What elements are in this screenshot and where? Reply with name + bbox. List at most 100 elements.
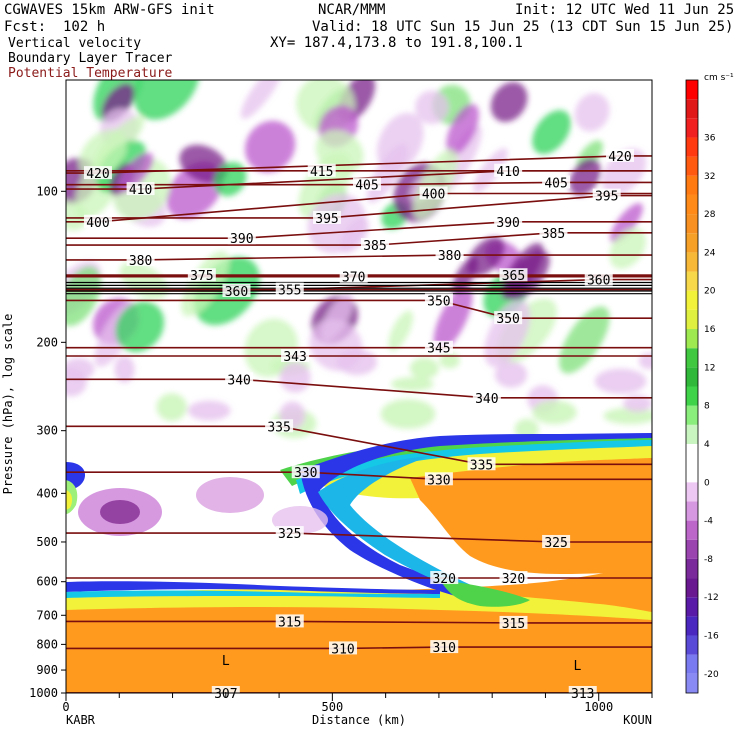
colorbar-label: 12 xyxy=(704,363,715,373)
theta-label: 343 xyxy=(283,350,306,365)
wave-cell xyxy=(532,110,571,155)
colorbar-swatch xyxy=(686,405,698,425)
colorbar-swatch xyxy=(686,118,698,138)
theta-label: 330 xyxy=(294,466,317,481)
theta-label-bg xyxy=(499,571,528,585)
wave-cell xyxy=(623,395,652,412)
theta-label: 335 xyxy=(267,420,290,435)
theta-label: 375 xyxy=(190,269,213,284)
model-title: CGWAVES 15km ARW-GFS init xyxy=(4,2,215,18)
theta-label: 410 xyxy=(496,165,519,180)
wave-cell xyxy=(380,399,436,429)
theta-contour-380 xyxy=(66,254,652,261)
tracer-inversion-cyan xyxy=(66,590,440,598)
wave-cell xyxy=(574,93,610,132)
theta-label-bg xyxy=(265,419,294,433)
theta-label-bg xyxy=(494,214,523,228)
y-tick-label: 1000 xyxy=(29,686,58,700)
theta-label: 400 xyxy=(422,187,445,202)
tracer-green-low xyxy=(440,580,530,607)
wave-cell xyxy=(114,355,135,383)
wave-cell xyxy=(376,112,424,172)
theta-label-bg xyxy=(472,390,501,404)
theta-label-bg xyxy=(339,269,368,283)
x-end-label-left: KABR xyxy=(66,713,96,727)
wave-cell xyxy=(66,200,88,231)
wave-cell xyxy=(187,400,231,421)
colorbar-swatch xyxy=(686,520,698,540)
low-marker: L xyxy=(222,654,230,669)
tracer-cyan-edge xyxy=(296,440,652,494)
theta-label: 310 xyxy=(432,641,455,656)
cross-section-endpoints: XY= 187.4,173.8 to 191.8,100.1 xyxy=(270,35,523,51)
wave-cell xyxy=(415,90,449,125)
colorbar-swatch xyxy=(686,367,698,387)
colorbar-swatch xyxy=(686,252,698,272)
theta-label-bg xyxy=(467,457,496,471)
theta-contour-390 xyxy=(66,221,652,239)
colorbar-swatch xyxy=(686,386,698,406)
colorbar-label: 32 xyxy=(704,172,715,182)
theta-label-bg xyxy=(307,163,336,177)
colorbar-swatch xyxy=(686,654,698,674)
colorbar-label: 36 xyxy=(704,133,716,143)
theta-label-bg xyxy=(499,268,528,282)
theta-label: 390 xyxy=(230,232,253,247)
theta-label-bg xyxy=(542,175,571,189)
wave-cell xyxy=(315,129,364,174)
wave-cell xyxy=(336,348,378,376)
theta-label: 340 xyxy=(475,392,498,407)
colorbar-swatch xyxy=(686,463,698,483)
x-axis-label: Distance (km) xyxy=(312,713,406,727)
wave-cell xyxy=(433,286,473,352)
theta-label-bg xyxy=(542,534,571,548)
theta-label-bg xyxy=(83,166,112,180)
theta-label-bg xyxy=(539,225,568,239)
tracer-left-yellow xyxy=(66,490,73,510)
colorbar-swatch xyxy=(686,443,698,464)
field-vertical-velocity: Vertical velocity xyxy=(8,36,142,51)
colorbar-swatch xyxy=(686,673,698,693)
wave-cell xyxy=(490,81,528,123)
theta-label: 420 xyxy=(608,150,631,165)
theta-label: 315 xyxy=(278,615,301,630)
theta-label: 345 xyxy=(427,342,450,357)
colorbar-label: 0 xyxy=(704,478,710,488)
wave-cell xyxy=(391,377,434,392)
theta-label: 355 xyxy=(278,284,301,299)
colorbar-swatch xyxy=(686,309,698,330)
y-tick-label: 300 xyxy=(36,424,58,438)
y-tick-label: 900 xyxy=(36,663,58,677)
colorbar-swatch xyxy=(686,271,698,291)
theta-contour-325 xyxy=(66,532,652,543)
theta-label: 410 xyxy=(129,183,152,198)
y-axis-label: Pressure (hPa), log scale xyxy=(1,314,15,495)
theta-label: 420 xyxy=(86,167,109,182)
colorbar-label: 20 xyxy=(704,287,716,297)
tracer-cyan-fold xyxy=(318,456,510,602)
downdraft-core xyxy=(100,500,140,524)
colorbar-label: 24 xyxy=(704,248,716,258)
potential-temperature-labels: 420 410 415 405 400 410 405 420 395 400 395 390 385 3… xyxy=(83,148,635,702)
x-tick-label: 500 xyxy=(322,700,344,714)
y-axis: 100 200 300 400 500 600 700 800 900 1000 xyxy=(29,184,66,700)
colorbar-swatch xyxy=(686,214,698,234)
colorbar-swatch xyxy=(686,635,698,655)
theta-label: 380 xyxy=(129,254,152,269)
colorbar-swatch xyxy=(686,578,698,598)
theta-label-bg xyxy=(494,163,523,177)
theta-label-bg xyxy=(225,372,254,386)
theta-label: 400 xyxy=(86,216,109,231)
theta-label: 325 xyxy=(544,536,567,551)
colorbar-frame xyxy=(685,79,699,694)
colorbar-swatch xyxy=(686,424,698,444)
theta-contour-330 xyxy=(66,471,652,481)
colorbar-swatch xyxy=(686,597,698,617)
theta-label-bg xyxy=(275,282,304,296)
theta-label: 405 xyxy=(355,179,378,194)
theta-label: 325 xyxy=(278,527,301,542)
theta-contour-350 xyxy=(66,299,652,319)
theta-contour-395 xyxy=(66,194,652,219)
theta-label: 340 xyxy=(227,373,250,388)
theta-label-bg xyxy=(419,186,448,200)
